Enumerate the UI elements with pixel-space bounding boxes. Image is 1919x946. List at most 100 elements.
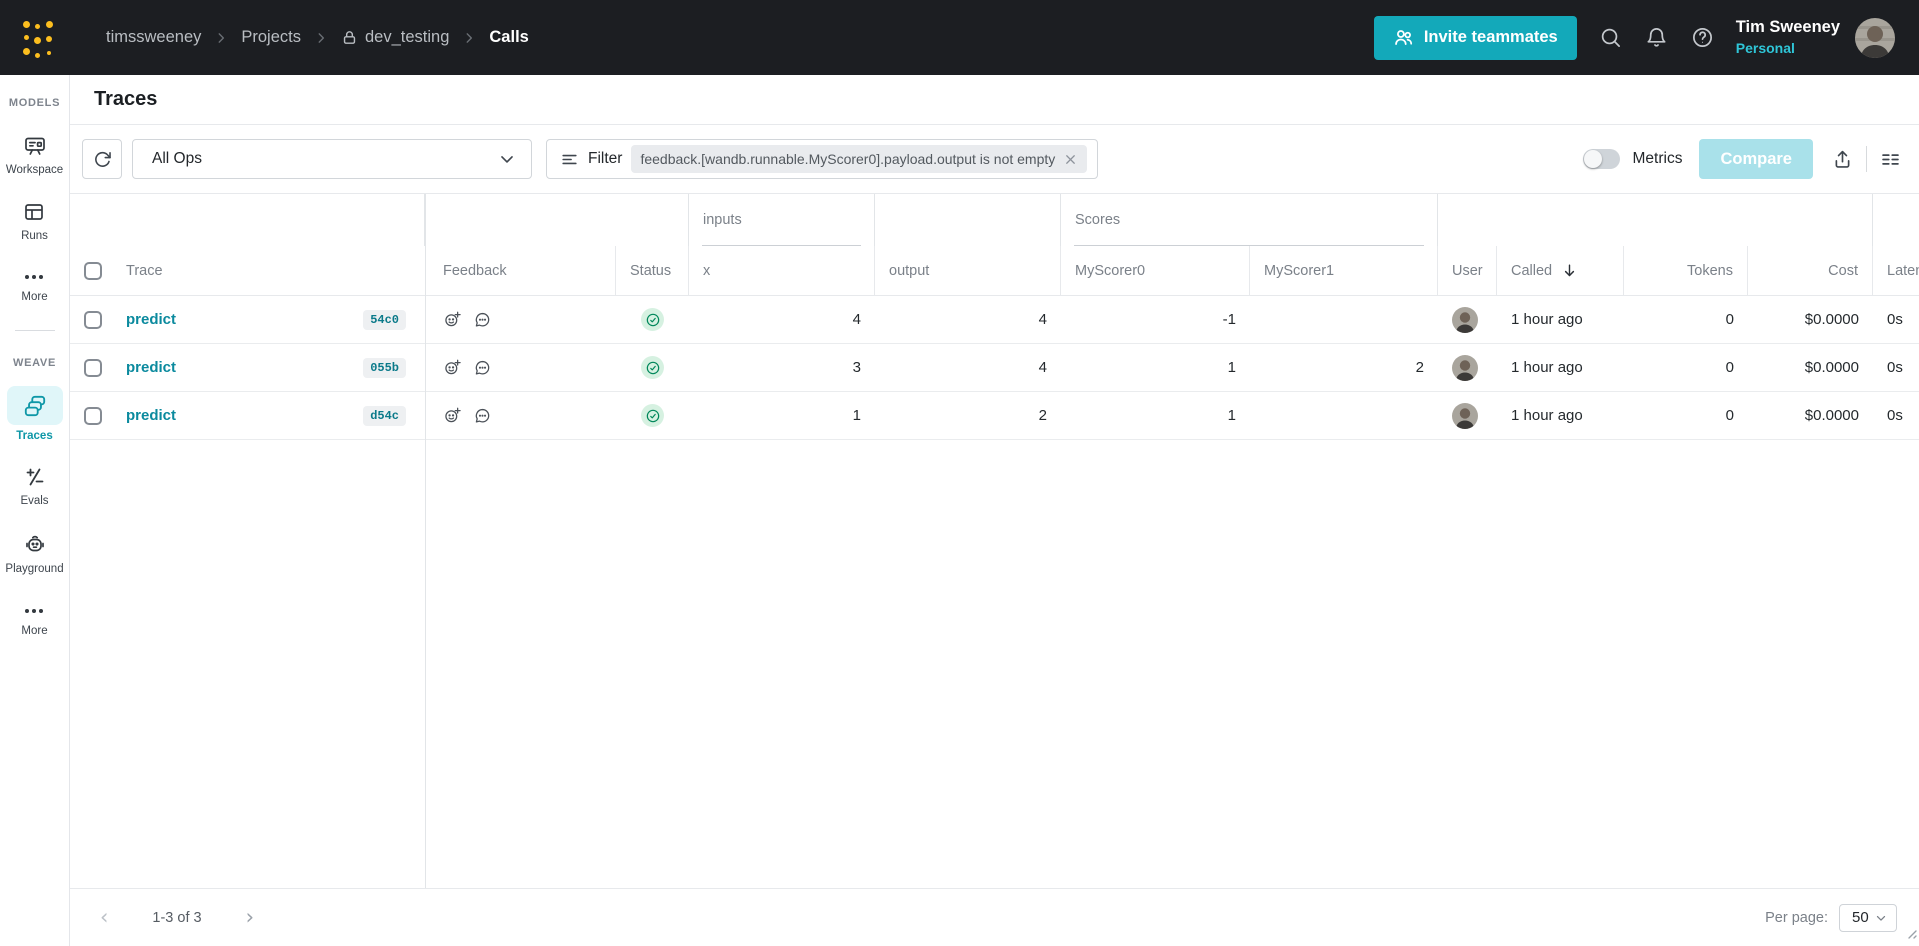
call-id-chip[interactable]: 54c0 (363, 309, 406, 330)
trace-link[interactable]: predict (126, 407, 177, 424)
pagination-range: 1-3 of 3 (152, 909, 202, 926)
wandb-logo-icon[interactable] (23, 20, 53, 58)
invite-teammates-button[interactable]: Invite teammates (1373, 15, 1577, 60)
page-header: Traces (70, 75, 1919, 125)
user-avatar[interactable] (1855, 17, 1895, 58)
column-header-feedback[interactable]: Feedback (425, 246, 616, 295)
breadcrumb-user[interactable]: timssweeney (106, 28, 202, 46)
cell-cost: $0.0000 (1804, 311, 1859, 328)
remove-filter-icon[interactable] (1063, 152, 1078, 167)
add-reaction-icon[interactable] (443, 406, 462, 425)
sidebar-item-evals[interactable]: Evals (20, 464, 49, 507)
trace-link[interactable]: predict (126, 359, 177, 376)
sidebar-item-more-models[interactable]: More (21, 268, 48, 303)
cell-called: 1 hour ago (1511, 359, 1583, 376)
per-page-value: 50 (1852, 909, 1869, 926)
column-header-latency[interactable]: Latency (1887, 262, 1919, 279)
cell-cost: $0.0000 (1804, 359, 1859, 376)
per-page-select[interactable]: 50 (1839, 903, 1897, 932)
add-reaction-icon[interactable] (443, 310, 462, 329)
export-icon[interactable] (1832, 149, 1853, 170)
column-header-tokens[interactable]: Tokens (1624, 246, 1748, 295)
workspace-icon (22, 133, 48, 159)
comment-icon[interactable] (473, 358, 492, 377)
table-empty-area (70, 440, 1919, 888)
sidebar-item-runs[interactable]: Runs (21, 199, 48, 242)
trace-link[interactable]: predict (126, 311, 177, 328)
notifications-bell-icon[interactable] (1645, 26, 1668, 49)
left-sidebar: MODELS Workspace Runs More WEAVE Traces (0, 75, 70, 946)
sidebar-section-models: MODELS (8, 97, 61, 109)
row-checkbox[interactable] (84, 358, 102, 377)
status-success-icon (641, 308, 664, 331)
breadcrumb-calls: Calls (489, 28, 529, 46)
previous-page-icon[interactable]: ‹ (100, 905, 109, 929)
column-header-myscorer1[interactable]: MyScorer1 (1250, 246, 1438, 295)
table-row[interactable]: predict 54c0 4 4 -1 1 hour ago 0 $0. (70, 296, 1919, 344)
op-filter-select[interactable]: All Ops (132, 139, 532, 179)
calls-toolbar: All Ops Filter feedback.[wandb.runnable.… (70, 125, 1919, 193)
filter-chip[interactable]: feedback.[wandb.runnable.MyScorer0].payl… (631, 145, 1088, 173)
resize-handle-icon[interactable] (1905, 926, 1917, 944)
filter-chip-text: feedback.[wandb.runnable.MyScorer0].payl… (640, 151, 1056, 167)
cell-latency: 0s (1887, 311, 1903, 328)
select-all-checkbox[interactable] (84, 261, 102, 280)
help-icon[interactable] (1691, 26, 1714, 49)
sidebar-item-traces[interactable]: Traces (6, 386, 63, 442)
column-header-trace[interactable]: Trace (126, 262, 163, 279)
row-checkbox[interactable] (84, 406, 102, 425)
refresh-button[interactable] (82, 139, 122, 179)
column-header-myscorer0[interactable]: MyScorer0 (1061, 246, 1250, 295)
breadcrumb-projects[interactable]: Projects (241, 28, 301, 46)
column-header-called[interactable]: Called (1497, 246, 1624, 295)
column-manager-icon[interactable] (1880, 149, 1901, 170)
column-header-output[interactable]: output (875, 246, 1061, 295)
row-checkbox[interactable] (84, 310, 102, 329)
cell-output: 2 (1038, 407, 1047, 424)
column-header-x[interactable]: x (689, 246, 875, 295)
invite-teammates-label: Invite teammates (1423, 28, 1558, 46)
chevron-right-icon (314, 31, 328, 45)
sidebar-item-more-weave[interactable]: More (21, 602, 48, 637)
column-header-user[interactable]: User (1438, 246, 1497, 295)
call-id-chip[interactable]: 055b (363, 357, 406, 378)
cell-input-x: 4 (852, 311, 861, 328)
metrics-toggle[interactable] (1582, 149, 1620, 169)
table-row[interactable]: predict d54c 1 2 1 1 hour ago 0 $0.0 (70, 392, 1919, 440)
cell-output: 4 (1038, 311, 1047, 328)
search-icon[interactable] (1599, 26, 1622, 49)
lock-icon (341, 29, 358, 46)
cell-latency: 0s (1887, 407, 1903, 424)
traces-icon (6, 386, 63, 425)
sidebar-item-label: Runs (21, 230, 48, 242)
sidebar-section-weave: WEAVE (12, 357, 57, 369)
sort-desc-arrow-icon[interactable] (1561, 262, 1578, 279)
per-page-label: Per page: (1765, 909, 1828, 926)
status-success-icon (641, 356, 664, 379)
cell-tokens: 0 (1725, 311, 1734, 328)
row-user-avatar (1452, 306, 1478, 333)
column-header-status[interactable]: Status (616, 246, 689, 295)
pagination: ‹ 1-3 of 3 › (100, 907, 254, 928)
cell-input-x: 1 (852, 407, 861, 424)
cell-cost: $0.0000 (1804, 407, 1859, 424)
breadcrumb: timssweeney Projects dev_testing Calls (106, 28, 529, 47)
compare-button[interactable]: Compare (1699, 139, 1813, 179)
cell-myscorer0: -1 (1222, 311, 1236, 328)
column-header-cost[interactable]: Cost (1748, 246, 1873, 295)
column-group-row: inputs Scores (70, 194, 1919, 246)
breadcrumb-project[interactable]: dev_testing (341, 28, 449, 47)
calls-table: inputs Scores Trace Feedback Status x ou… (70, 193, 1919, 888)
next-page-icon[interactable]: › (245, 905, 254, 929)
comment-icon[interactable] (473, 310, 492, 329)
user-menu[interactable]: Tim Sweeney Personal (1736, 18, 1840, 57)
sidebar-item-label: Playground (5, 563, 64, 575)
sidebar-item-playground[interactable]: Playground (5, 532, 64, 575)
table-row[interactable]: predict 055b 3 4 1 2 1 hour ago 0 $0. (70, 344, 1919, 392)
add-reaction-icon[interactable] (443, 358, 462, 377)
comment-icon[interactable] (473, 406, 492, 425)
cell-myscorer1: 2 (1415, 359, 1424, 376)
filter-bar[interactable]: Filter feedback.[wandb.runnable.MyScorer… (546, 139, 1099, 179)
call-id-chip[interactable]: d54c (363, 405, 406, 426)
sidebar-item-workspace[interactable]: Workspace (6, 133, 63, 176)
